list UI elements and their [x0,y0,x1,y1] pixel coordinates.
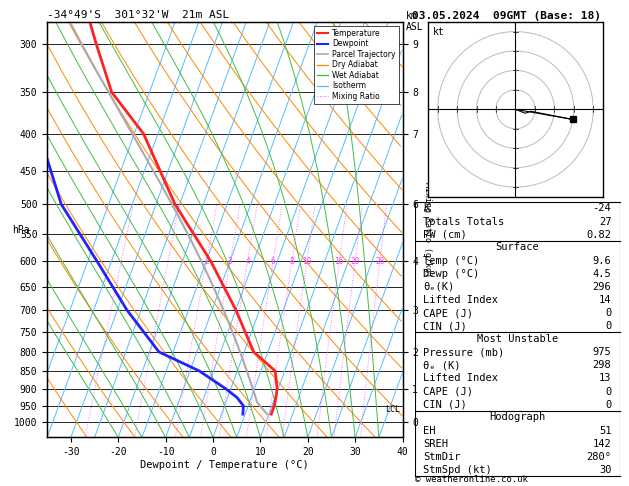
Text: 13: 13 [599,373,611,383]
Text: kt: kt [433,27,445,37]
Text: 0: 0 [605,386,611,397]
Y-axis label: Mixing Ratio (g/kg): Mixing Ratio (g/kg) [423,182,432,277]
Text: Surface: Surface [496,242,539,252]
Text: 16: 16 [335,257,344,266]
Text: PW (cm): PW (cm) [423,229,467,240]
Legend: Temperature, Dewpoint, Parcel Trajectory, Dry Adiabat, Wet Adiabat, Isotherm, Mi: Temperature, Dewpoint, Parcel Trajectory… [314,26,399,104]
Text: 10: 10 [302,257,311,266]
Text: 6: 6 [270,257,276,266]
Text: 298: 298 [593,360,611,370]
Text: 8: 8 [289,257,294,266]
Text: 0: 0 [605,308,611,318]
Text: LCL: LCL [385,405,400,414]
Text: hPa: hPa [12,225,30,235]
X-axis label: Dewpoint / Temperature (°C): Dewpoint / Temperature (°C) [140,460,309,470]
Text: θₑ (K): θₑ (K) [423,360,461,370]
Text: 14: 14 [599,295,611,305]
Text: 3: 3 [228,257,232,266]
Text: Pressure (mb): Pressure (mb) [423,347,504,357]
Text: 142: 142 [593,439,611,449]
Text: SREH: SREH [423,439,448,449]
Text: km: km [406,11,418,21]
Text: 9.6: 9.6 [593,256,611,266]
Text: 4.5: 4.5 [593,269,611,279]
Text: 51: 51 [599,426,611,436]
Text: Lifted Index: Lifted Index [423,295,498,305]
Text: EH: EH [423,426,436,436]
Text: StmDir: StmDir [423,452,461,462]
Text: 296: 296 [593,282,611,292]
Text: 0: 0 [605,399,611,410]
Text: 2: 2 [204,257,209,266]
Text: StmSpd (kt): StmSpd (kt) [423,465,492,475]
Text: 27: 27 [599,217,611,226]
Text: ASL: ASL [406,22,423,32]
Text: Totals Totals: Totals Totals [423,217,504,226]
Text: CAPE (J): CAPE (J) [423,386,473,397]
Text: -34°49'S  301°32'W  21m ASL: -34°49'S 301°32'W 21m ASL [47,10,230,20]
Text: Most Unstable: Most Unstable [477,333,558,344]
Text: K: K [423,204,430,213]
Text: 4: 4 [245,257,250,266]
Text: 0.82: 0.82 [586,229,611,240]
Text: Hodograph: Hodograph [489,412,545,422]
Text: Lifted Index: Lifted Index [423,373,498,383]
Text: -24: -24 [593,204,611,213]
Text: CIN (J): CIN (J) [423,321,467,331]
Text: © weatheronline.co.uk: © weatheronline.co.uk [415,474,528,484]
Text: 03.05.2024  09GMT (Base: 18): 03.05.2024 09GMT (Base: 18) [412,11,601,21]
Text: θₑ(K): θₑ(K) [423,282,455,292]
Text: CAPE (J): CAPE (J) [423,308,473,318]
Text: Temp (°C): Temp (°C) [423,256,479,266]
Text: Dewp (°C): Dewp (°C) [423,269,479,279]
Text: 20: 20 [350,257,360,266]
Text: 30: 30 [599,465,611,475]
Text: 975: 975 [593,347,611,357]
Text: 280°: 280° [586,452,611,462]
Text: 0: 0 [605,321,611,331]
Text: CIN (J): CIN (J) [423,399,467,410]
Text: 28: 28 [375,257,384,266]
